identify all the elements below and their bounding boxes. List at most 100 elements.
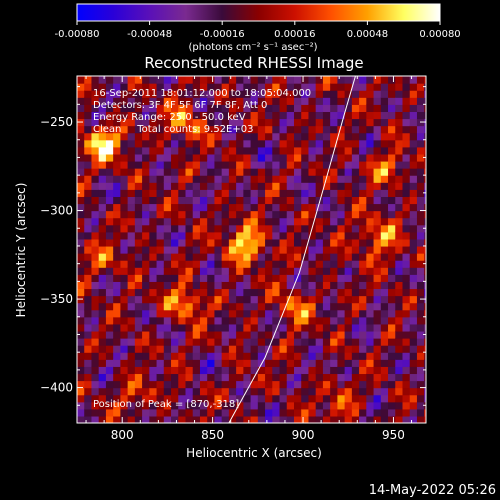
heatmap-cell [163, 408, 172, 417]
heatmap-cell [178, 83, 187, 91]
heatmap-cell [149, 217, 158, 226]
heatmap-cell [250, 359, 259, 367]
heatmap-cell [127, 323, 136, 332]
heatmap-cell [178, 118, 187, 127]
heatmap-cell [250, 366, 259, 375]
heatmap-cell [265, 132, 273, 141]
heatmap-cell [236, 118, 244, 127]
heatmap-cell [84, 160, 93, 169]
heatmap-cell [105, 104, 114, 113]
heatmap-cell [279, 97, 288, 105]
y-axis-label: Heliocentric Y (arcsec) [14, 183, 28, 318]
heatmap-cell [344, 175, 353, 183]
heatmap-cell [250, 267, 259, 275]
heatmap-cell [214, 118, 223, 127]
heatmap-cell [257, 175, 266, 183]
heatmap-cell [344, 253, 353, 261]
heatmap-cell [113, 182, 121, 190]
heatmap-cell [395, 253, 404, 261]
heatmap-cell [416, 83, 425, 91]
heatmap-cell [373, 373, 382, 382]
heatmap-cell [351, 387, 360, 396]
heatmap-cell [337, 83, 346, 91]
heatmap-cell [402, 153, 411, 162]
heatmap-cell [301, 90, 310, 98]
heatmap-cell [207, 189, 216, 197]
heatmap-cell [308, 189, 317, 197]
heatmap-cell [301, 196, 310, 205]
heatmap-cell [84, 217, 93, 226]
heatmap-cell [359, 295, 367, 304]
heatmap-cell [250, 231, 259, 240]
heatmap-cell [156, 274, 165, 282]
heatmap-cell [330, 330, 338, 339]
annotation-block: 16-Sep-2011 18:01:12.000 to 18:05:04.000… [93, 88, 311, 135]
heatmap-cell [279, 281, 288, 290]
x-axis-label: Heliocentric X (arcsec) [186, 446, 322, 460]
heatmap-cell [77, 182, 85, 190]
heatmap-cell [156, 153, 165, 162]
heatmap-cell [236, 231, 244, 240]
heatmap-cell [402, 380, 411, 389]
heatmap-cell [156, 139, 165, 148]
heatmap-cell [250, 302, 259, 311]
heatmap-cell [236, 260, 244, 268]
heatmap-cell [105, 125, 114, 134]
heatmap-cell [192, 330, 201, 339]
heatmap-cell [178, 330, 187, 339]
heatmap-cell [380, 387, 389, 396]
heatmap-cell [243, 76, 252, 84]
heatmap-cell [315, 352, 324, 360]
heatmap-cell [185, 288, 194, 297]
heatmap-cell [322, 146, 331, 155]
heatmap-cell [192, 118, 201, 127]
heatmap-cell [149, 153, 158, 162]
heatmap-cell [315, 160, 324, 169]
heatmap-cell [127, 189, 136, 197]
heatmap-cell [265, 274, 273, 282]
heatmap-cell [416, 281, 425, 290]
heatmap-cell [120, 253, 129, 261]
heatmap-cell [199, 231, 208, 240]
heatmap-cell [207, 309, 216, 318]
heatmap-cell [199, 153, 208, 162]
heatmap-cell [301, 338, 310, 346]
heatmap-cell [185, 224, 194, 233]
heatmap-cell [98, 359, 107, 367]
heatmap-cell [113, 274, 121, 282]
heatmap-cell [351, 295, 360, 304]
heatmap-cell [293, 408, 302, 417]
heatmap-cell [301, 182, 310, 190]
heatmap-cell [77, 153, 85, 162]
heatmap-cell [286, 330, 295, 339]
heatmap-cell [228, 253, 237, 261]
heatmap-cell [315, 366, 324, 375]
heatmap-cell [84, 153, 93, 162]
heatmap-cell [286, 345, 295, 353]
heatmap-cell [98, 352, 107, 360]
heatmap-cell [171, 97, 179, 105]
heatmap-cell [279, 125, 288, 134]
heatmap-cell [257, 182, 266, 190]
heatmap-cell [192, 217, 201, 226]
heatmap-cell [84, 189, 93, 197]
heatmap-cell [344, 139, 353, 148]
heatmap-cell [221, 97, 230, 105]
heatmap-cell [257, 90, 266, 98]
heatmap-cell [207, 302, 216, 311]
heatmap-cell [359, 401, 367, 410]
heatmap-cell [388, 373, 396, 382]
heatmap-cell [171, 146, 179, 155]
heatmap-cell [192, 189, 201, 197]
heatmap-cell [178, 288, 187, 297]
heatmap-cell [171, 366, 179, 375]
heatmap-cell [185, 139, 194, 148]
heatmap-cell [424, 245, 426, 254]
heatmap-cell [257, 196, 266, 205]
heatmap-cell [395, 352, 404, 360]
heatmap-cell [286, 83, 295, 91]
heatmap-cell [279, 394, 288, 403]
heatmap-cell [337, 323, 346, 332]
heatmap-cell [156, 373, 165, 382]
heatmap-cell [344, 352, 353, 360]
